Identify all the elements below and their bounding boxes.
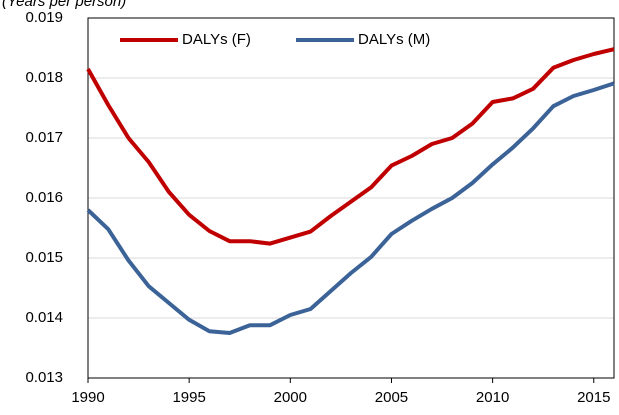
y-tick-label: 0.016 <box>25 189 63 206</box>
x-tick-label: 2015 <box>577 389 610 406</box>
y-tick-label: 0.014 <box>25 309 63 326</box>
series-line <box>86 47 615 246</box>
legend-label: DALYs (M) <box>358 31 430 48</box>
x-tick-label: 2005 <box>375 389 408 406</box>
y-axis-label: (Years per person) <box>2 0 126 10</box>
series-line <box>86 81 615 335</box>
x-tick-label: 1995 <box>172 389 205 406</box>
x-tick-label: 2000 <box>274 389 307 406</box>
x-tick-label: 1990 <box>71 389 104 406</box>
legend-label: DALYs (F) <box>182 31 251 48</box>
y-tick-label: 0.018 <box>25 69 63 86</box>
y-tick-label: 0.017 <box>25 129 63 146</box>
x-tick-label: 2010 <box>476 389 509 406</box>
plot-frame <box>87 17 615 379</box>
y-tick-label: 0.015 <box>25 249 63 266</box>
y-tick-label: 0.019 <box>25 9 63 26</box>
y-tick-label: 0.013 <box>25 369 63 386</box>
